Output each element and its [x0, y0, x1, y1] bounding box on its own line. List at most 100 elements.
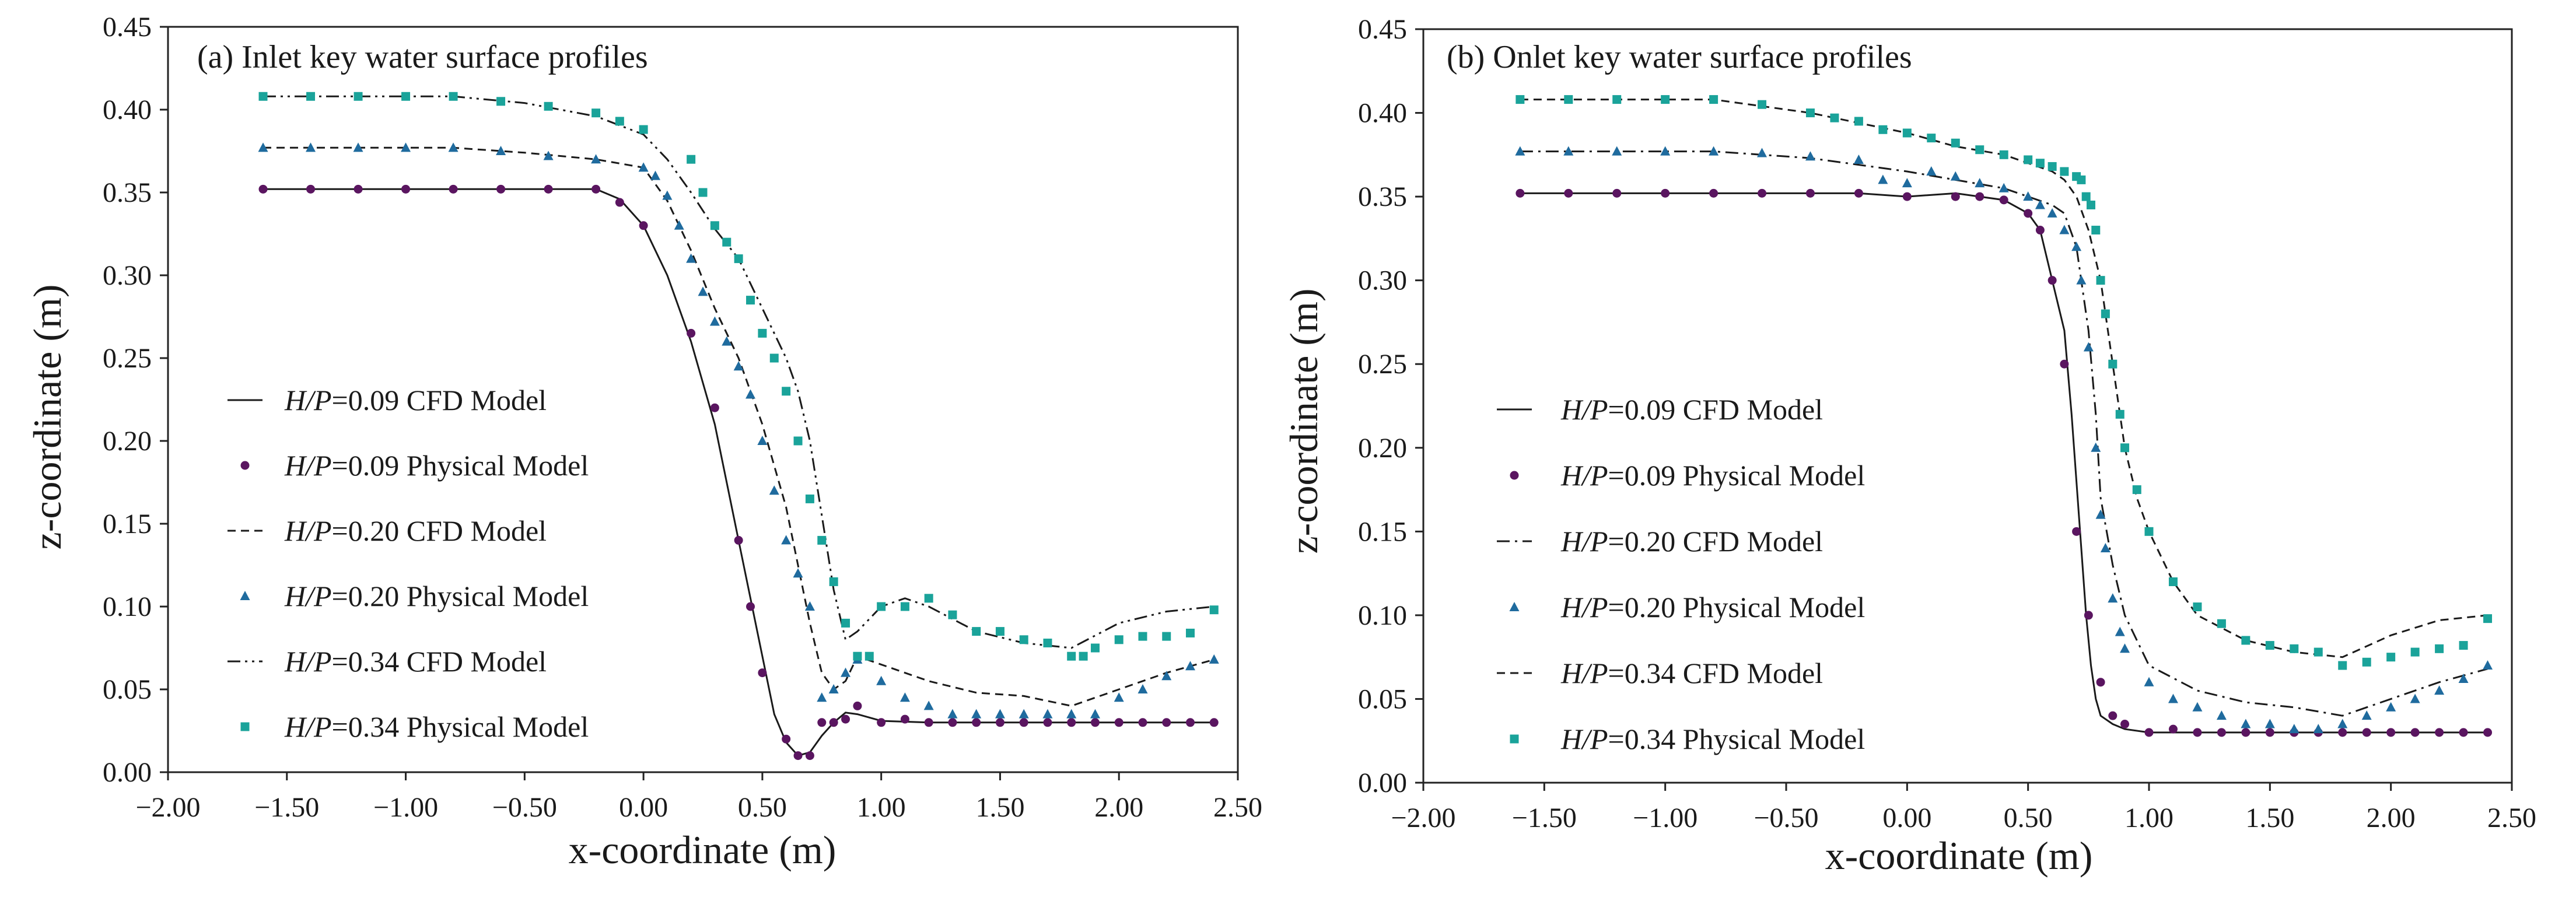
data-point-square	[2193, 602, 2202, 612]
y-tick-label: 0.45	[1358, 14, 1407, 45]
data-point-square	[1114, 635, 1124, 644]
data-point-triangle	[2434, 685, 2445, 695]
legend-label: H/P=0.09 Physical Model	[1560, 459, 1865, 492]
data-point-triangle	[793, 568, 803, 578]
data-point-triangle	[947, 709, 958, 719]
data-point-triangle	[1975, 178, 1985, 188]
data-point-triangle	[1805, 151, 1815, 161]
y-tick-label: 0.45	[103, 12, 152, 43]
data-point-circle	[1162, 718, 1171, 727]
data-point-square	[769, 353, 779, 363]
data-point-triangle	[1185, 661, 1195, 671]
x-tick-label: −0.50	[1754, 803, 1818, 833]
data-point-triangle	[306, 142, 316, 152]
data-point-square	[2091, 226, 2101, 235]
data-point-square	[817, 535, 827, 545]
data-point-triangle	[1019, 709, 1029, 719]
data-point-triangle	[2410, 693, 2420, 703]
data-point-square	[544, 101, 553, 111]
data-point-triangle	[2108, 593, 2118, 603]
data-point-circle	[758, 668, 767, 678]
data-point-square	[2132, 485, 2141, 495]
data-point-square	[2096, 276, 2105, 285]
data-point-circle	[2120, 720, 2130, 729]
data-point-square	[841, 618, 850, 628]
data-point-triangle	[804, 601, 815, 611]
data-point-circle	[1019, 718, 1028, 727]
data-point-square	[1090, 643, 1100, 653]
data-point-square	[2120, 443, 2130, 453]
data-point-circle	[2072, 527, 2081, 536]
data-point-triangle	[258, 142, 268, 152]
data-point-square	[972, 627, 981, 636]
data-point-circle	[1999, 195, 2008, 205]
data-point-triangle	[2337, 719, 2348, 728]
data-point-triangle	[543, 150, 554, 160]
data-point-triangle	[971, 709, 982, 719]
data-point-square	[639, 125, 648, 134]
legend-item: H/P=0.20 CFD Model	[1497, 525, 1823, 558]
y-tick-label: 0.25	[103, 343, 152, 374]
data-point-square	[793, 436, 803, 446]
y-tick-label: 0.15	[1358, 516, 1407, 547]
data-point-square	[1854, 117, 1863, 126]
data-point-circle	[2048, 276, 2057, 285]
legend-marker-swatch	[240, 722, 250, 731]
x-tick-label: −2.00	[135, 792, 200, 823]
data-point-triangle	[2144, 677, 2154, 686]
series-line-2	[1520, 150, 2488, 717]
data-point-triangle	[1515, 146, 1525, 156]
data-point-circle	[924, 718, 933, 727]
legend-label: H/P=0.20 CFD Model	[1560, 525, 1823, 558]
y-tick-label: 0.30	[103, 260, 152, 291]
data-point-square	[2241, 636, 2250, 645]
y-tick-label: 0.30	[1358, 265, 1407, 296]
y-tick-label: 0.10	[103, 591, 152, 622]
data-point-circle	[782, 734, 791, 744]
data-point-triangle	[1090, 709, 1100, 719]
data-point-square	[1043, 638, 1052, 647]
data-point-circle	[853, 701, 862, 710]
legend-label: H/P=0.09 CFD Model	[284, 384, 547, 416]
data-point-circle	[2362, 728, 2371, 737]
data-point-triangle	[1950, 171, 1961, 181]
data-point-triangle	[638, 162, 649, 172]
data-point-square	[1951, 138, 1960, 148]
data-point-square	[2168, 577, 2178, 586]
x-tick-label: 2.00	[2367, 803, 2416, 833]
data-point-triangle	[2192, 702, 2203, 712]
data-point-square	[698, 188, 708, 197]
x-tick-label: 2.50	[1213, 792, 1262, 823]
data-point-square	[2060, 167, 2069, 176]
data-point-square	[687, 155, 696, 164]
data-point-triangle	[2047, 208, 2057, 218]
y-tick-label: 0.35	[1358, 181, 1407, 212]
panel-a-x-axis-label: x-coordinate (m)	[569, 828, 836, 872]
data-point-circle	[2241, 728, 2250, 737]
data-point-square	[1209, 605, 1219, 615]
data-point-triangle	[2264, 719, 2275, 728]
data-point-circle	[2338, 728, 2347, 737]
x-tick-label: 0.00	[619, 792, 668, 823]
legend-marker-swatch	[1510, 734, 1519, 744]
data-point-square	[1019, 635, 1028, 644]
data-point-triangle	[591, 154, 601, 164]
data-point-circle	[1758, 188, 1767, 198]
legend-label: H/P=0.20 CFD Model	[284, 514, 547, 547]
data-point-triangle	[1066, 709, 1077, 719]
data-point-square	[2035, 159, 2045, 168]
data-point-circle	[2483, 728, 2493, 737]
series-line-4	[263, 95, 1214, 649]
legend-item: H/P=0.20 CFD Model	[228, 514, 547, 547]
data-point-triangle	[698, 286, 708, 296]
data-point-square	[1999, 150, 2008, 159]
data-point-triangle	[1209, 654, 1219, 664]
data-point-triangle	[2100, 543, 2110, 553]
y-tick-label: 0.40	[1358, 98, 1407, 129]
data-point-circle	[841, 714, 850, 724]
data-point-triangle	[1660, 146, 1671, 156]
data-point-circle	[900, 714, 909, 724]
data-point-triangle	[1042, 709, 1053, 719]
y-tick-label: 0.05	[1358, 684, 1407, 714]
legend-label: H/P=0.34 Physical Model	[1560, 723, 1865, 755]
